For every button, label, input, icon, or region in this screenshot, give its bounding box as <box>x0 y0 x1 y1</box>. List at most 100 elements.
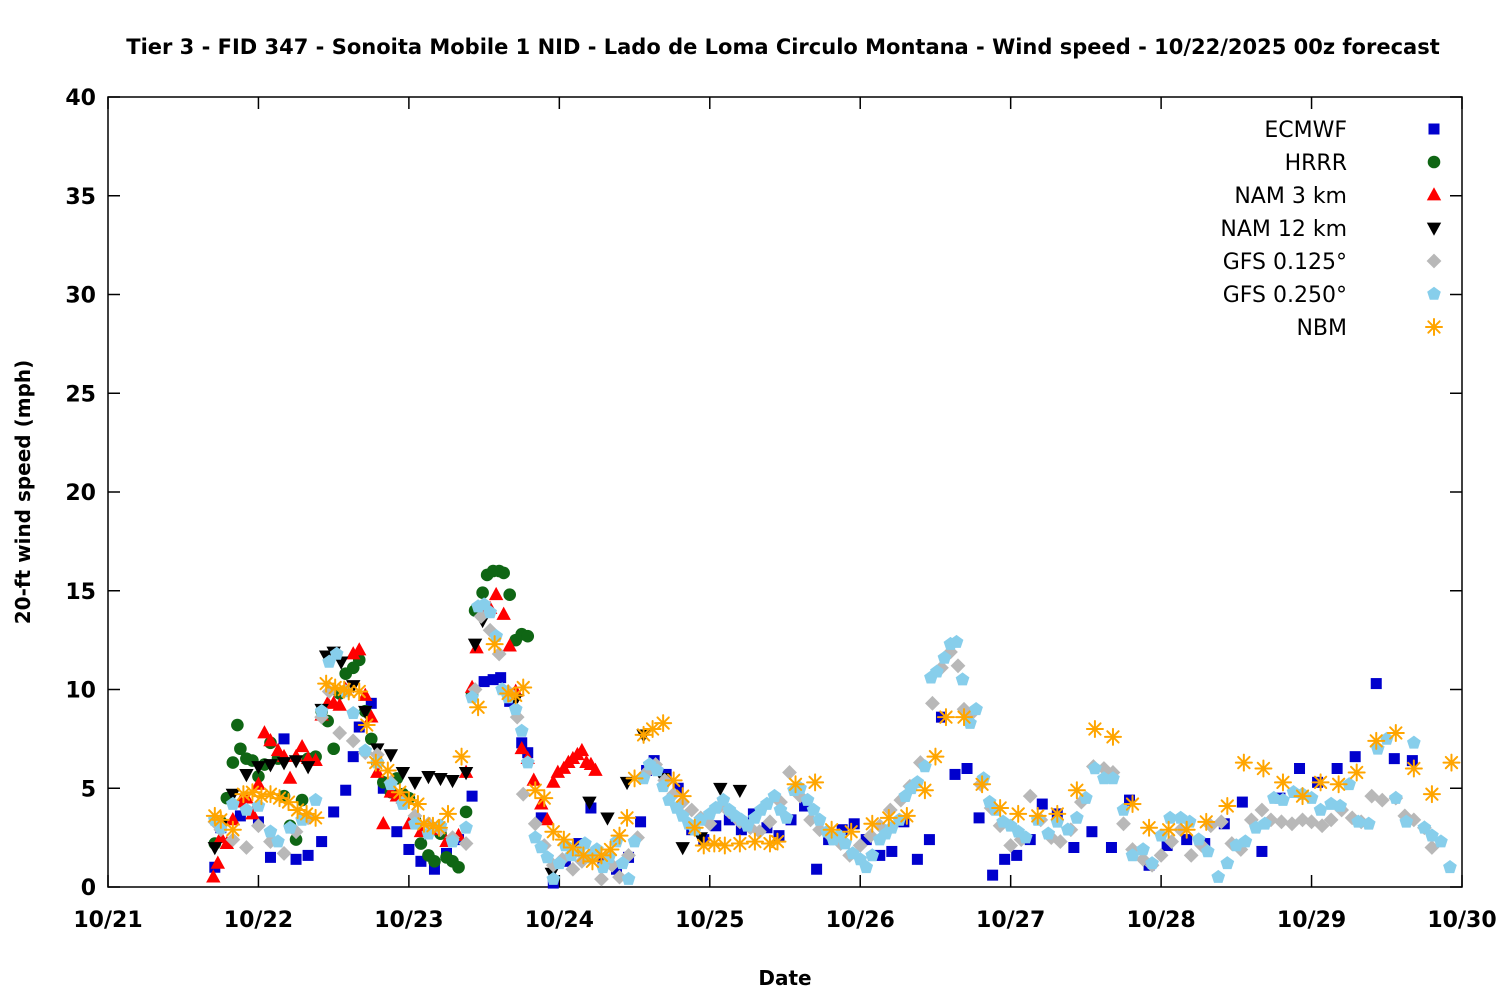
data-point <box>675 842 690 856</box>
asterisk-spoke <box>342 684 356 699</box>
asterisk-spoke <box>352 684 366 699</box>
asterisk-spoke <box>263 787 278 801</box>
data-point <box>496 606 511 620</box>
data-point <box>563 838 582 857</box>
data-point <box>773 830 785 842</box>
asterisk-spoke <box>939 710 953 724</box>
asterisk-spoke <box>697 838 711 853</box>
data-point <box>239 802 254 816</box>
data-point <box>800 792 815 806</box>
legend-label: NAM 3 km <box>1234 184 1347 209</box>
data-point <box>773 802 788 816</box>
asterisk-spoke <box>1276 775 1290 789</box>
data-point <box>950 658 966 674</box>
data-point <box>452 860 465 874</box>
data-point <box>352 642 367 656</box>
data-point <box>860 834 872 846</box>
data-point <box>588 762 603 776</box>
data-point <box>973 775 992 794</box>
data-point <box>421 826 436 840</box>
data-point <box>1329 775 1348 794</box>
asterisk-spoke <box>245 785 260 799</box>
data-point <box>294 738 310 753</box>
asterisk-spoke <box>1427 320 1441 334</box>
data-point <box>306 808 325 827</box>
asterisk-spoke <box>516 680 530 695</box>
data-point <box>252 787 271 806</box>
data-point <box>1331 763 1343 774</box>
data-point <box>673 787 692 806</box>
asterisk-spoke <box>471 700 485 714</box>
asterisk-spoke <box>1142 821 1156 835</box>
asterisk-spoke <box>308 811 323 825</box>
data-point <box>308 792 323 806</box>
data-point <box>1273 773 1292 792</box>
data-point <box>488 586 504 601</box>
x-tick-label: 10/24 <box>525 908 594 933</box>
data-point <box>1106 771 1120 785</box>
data-point <box>239 769 254 783</box>
data-point <box>822 820 841 839</box>
data-point <box>585 802 597 814</box>
data-point <box>459 820 473 834</box>
data-point <box>1399 814 1414 828</box>
data-point <box>1425 828 1439 842</box>
asterisk-spoke <box>882 811 896 825</box>
data-point <box>271 834 285 848</box>
data-point <box>225 832 241 847</box>
data-point <box>874 849 886 861</box>
asterisk-spoke <box>718 838 732 853</box>
data-point <box>926 747 945 766</box>
data-point <box>1274 814 1289 830</box>
data-point <box>1256 845 1268 857</box>
data-point <box>314 704 329 717</box>
x-tick-label: 10/26 <box>826 908 895 933</box>
data-point <box>1258 816 1272 830</box>
data-point <box>1422 785 1441 804</box>
data-point <box>223 820 242 839</box>
data-point <box>1406 812 1422 828</box>
asterisk-spoke <box>1125 797 1140 811</box>
data-point <box>1374 792 1390 808</box>
data-point <box>1313 802 1328 816</box>
data-point <box>955 708 974 727</box>
asterisk-spoke <box>441 807 455 821</box>
data-point <box>540 850 555 864</box>
asterisk-spoke <box>393 785 407 799</box>
asterisk-spoke <box>1350 765 1364 780</box>
data-point <box>521 629 535 643</box>
data-point <box>276 846 292 861</box>
legend-item: NAM 3 km <box>1234 184 1442 209</box>
data-point <box>251 798 266 812</box>
data-point <box>1323 812 1339 828</box>
data-point <box>1018 830 1033 844</box>
data-point <box>693 812 708 826</box>
data-point <box>768 832 787 851</box>
data-point <box>897 806 916 825</box>
data-point <box>290 853 302 865</box>
data-point <box>1183 848 1199 863</box>
data-point <box>1388 753 1400 765</box>
asterisk-spoke <box>603 842 618 857</box>
data-point <box>520 755 535 769</box>
asterisk-spoke <box>281 795 296 809</box>
asterisk-spoke <box>707 836 721 851</box>
data-point <box>358 743 373 757</box>
asterisk-spoke <box>1050 807 1064 821</box>
data-point <box>955 672 970 686</box>
data-point <box>1364 788 1380 804</box>
data-point <box>535 812 547 824</box>
y-tick-label: 5 <box>81 777 96 802</box>
data-point <box>1052 834 1068 849</box>
asterisk-spoke <box>824 823 839 837</box>
asterisk-spoke <box>627 771 642 786</box>
data-point <box>715 836 734 855</box>
data-point <box>1009 804 1028 823</box>
data-point <box>231 718 244 732</box>
data-point <box>302 849 314 861</box>
data-point <box>694 836 713 855</box>
data-point <box>806 802 821 816</box>
asterisk-spoke <box>236 787 251 801</box>
x-tick-label: 10/22 <box>224 908 293 933</box>
data-point <box>662 792 676 806</box>
